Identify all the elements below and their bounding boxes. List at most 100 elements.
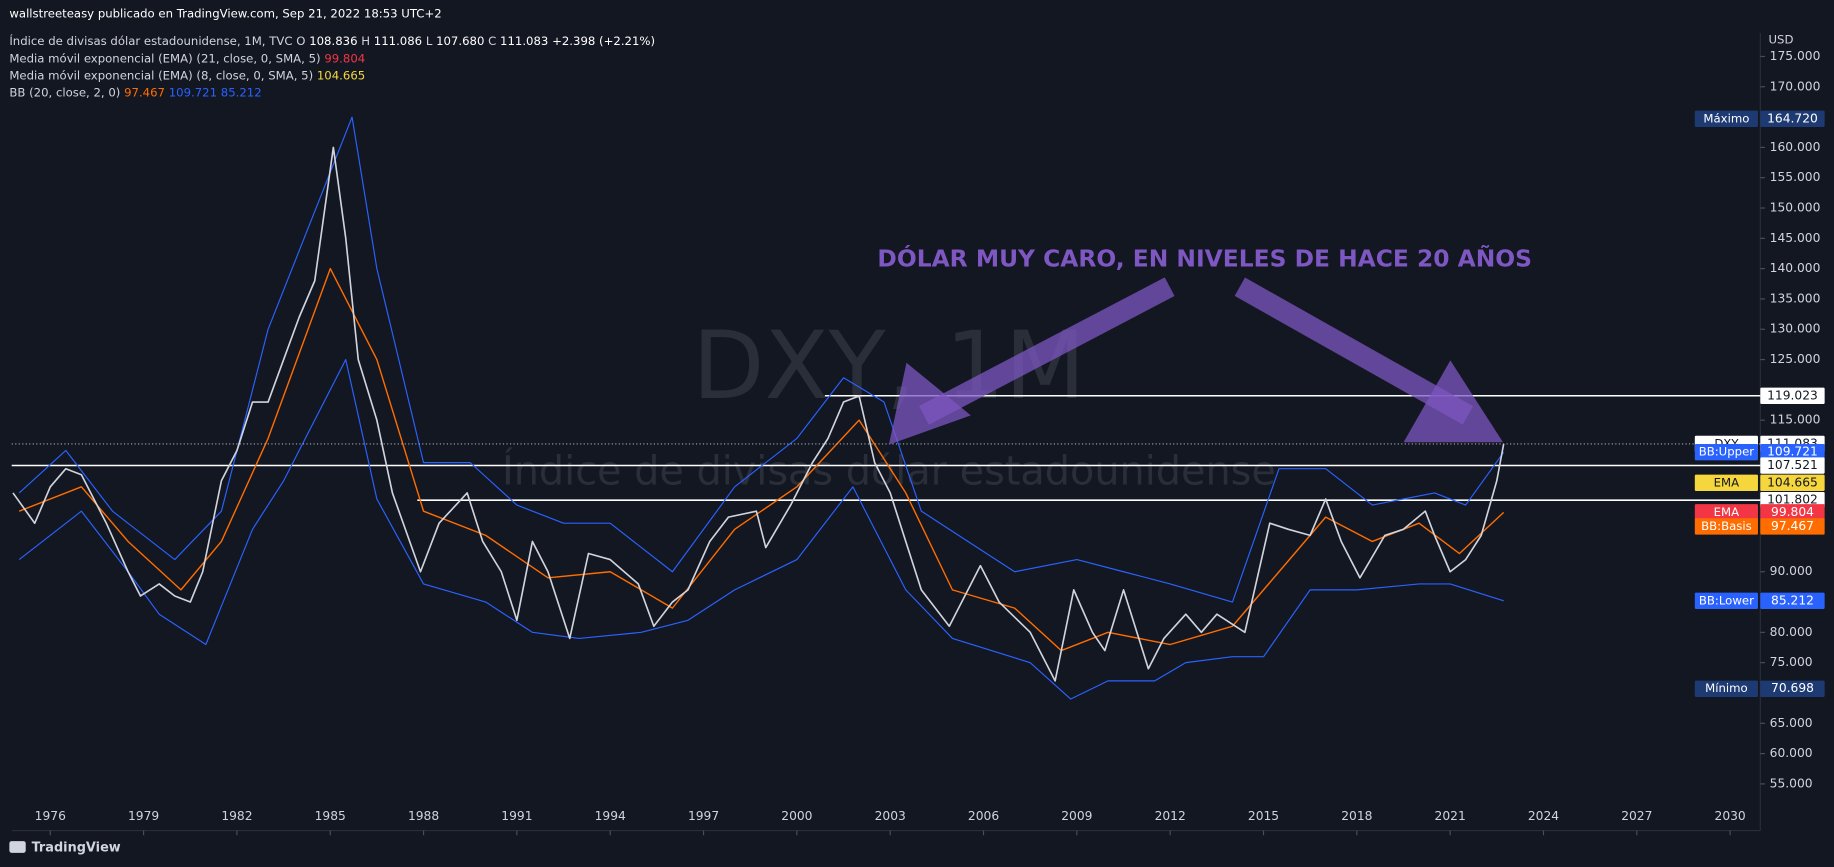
price-label-name: EMA	[1714, 475, 1739, 489]
plot-area	[11, 55, 1765, 836]
price-label-box	[1760, 110, 1825, 127]
price-label-name-box	[1694, 504, 1758, 521]
price-label-name: BB:Basis	[1701, 519, 1752, 533]
arrows	[888, 277, 1503, 445]
price-label-name-box	[1694, 680, 1758, 697]
indicator-name: Media móvil exponencial (EMA) (8, close,…	[9, 68, 313, 82]
x-tick-label: 2021	[1435, 809, 1466, 823]
price-label-name: Mínimo	[1705, 681, 1748, 695]
y-tick-label: 175.000	[1770, 49, 1821, 63]
x-tick-label: 1985	[315, 809, 346, 823]
watermark: Índice de divisas dólar estadounidense	[502, 447, 1276, 494]
symbol-line: Índice de divisas dólar estadounidense, …	[9, 33, 655, 48]
indicator-line: BB (20, close, 2, 0) 97.467 109.721 85.2…	[9, 85, 261, 99]
y-tick-label: 170.000	[1770, 79, 1821, 93]
y-tick-label: 65.000	[1770, 716, 1813, 730]
indicator-line: Media móvil exponencial (EMA) (8, close,…	[9, 68, 365, 82]
price-label-name-box	[1694, 518, 1758, 535]
x-tick-label: 2009	[1061, 809, 1092, 823]
y-tick-label: 135.000	[1770, 291, 1821, 305]
price-label-value: 85.212	[1771, 593, 1814, 607]
ohlc-value: 107.680	[436, 34, 484, 48]
legend: Índice de divisas dólar estadounidense, …	[9, 33, 655, 99]
price-label-name-box	[1694, 110, 1758, 127]
y-tick-label: 60.000	[1770, 746, 1813, 760]
price-label-name: BB:Upper	[1699, 445, 1755, 459]
price-label-value: 97.467	[1771, 519, 1814, 533]
price-label-box	[1760, 518, 1825, 535]
arrow-head	[888, 362, 971, 445]
y-tick-label: 130.000	[1770, 322, 1821, 336]
price-label-box	[1760, 443, 1825, 461]
price-label-box	[1760, 387, 1825, 404]
price-label-name-box	[1694, 592, 1758, 609]
price-label-name: Máximo	[1703, 111, 1749, 125]
indicator-value: 109.721	[169, 85, 217, 99]
price-label-value: 70.698	[1771, 681, 1814, 695]
y-tick-label: 80.000	[1770, 625, 1813, 639]
y-tick-label: 160.000	[1770, 140, 1821, 154]
ohlc-value: 111.086	[374, 34, 422, 48]
brand-logo: TradingView	[9, 841, 121, 856]
series-line	[18, 267, 1505, 652]
indicator-name: Media móvil exponencial (EMA) (21, close…	[9, 51, 320, 65]
price-label-value: 99.804	[1771, 505, 1814, 519]
price-label-box	[1760, 592, 1825, 609]
indicator-name: BB (20, close, 2, 0)	[9, 85, 120, 99]
x-tick-label: 2015	[1248, 809, 1279, 823]
x-tick-label: 1988	[408, 809, 439, 823]
price-label-name-box	[1694, 443, 1758, 461]
annotation: DÓLAR MUY CARO, EN NIVELES DE HACE 20 AÑ…	[877, 244, 1532, 272]
price-label-box	[1760, 457, 1825, 474]
x-tick-label: 2024	[1528, 809, 1559, 823]
indicator-line: Media móvil exponencial (EMA) (21, close…	[9, 51, 365, 65]
indicator-value: 97.467	[124, 85, 165, 99]
y-tick-label: 90.000	[1770, 564, 1813, 578]
y-tick-label: 75.000	[1770, 655, 1813, 669]
x-tick-label: 1997	[688, 809, 719, 823]
series-line	[12, 146, 1505, 682]
x-tick-label: 1991	[501, 809, 532, 823]
publisher: wallstreeteasy publicado en TradingView.…	[9, 7, 441, 21]
ohlc-key: O	[296, 34, 305, 48]
indicator-value: 104.665	[317, 68, 365, 82]
y-tick-label: 55.000	[1770, 776, 1813, 790]
ohlc-value: 111.083	[500, 34, 548, 48]
price-label-box	[1760, 504, 1825, 521]
ohlc-key: C	[488, 34, 496, 48]
arrow-head	[1403, 360, 1503, 443]
symbol: Índice de divisas dólar estadounidense, …	[9, 33, 292, 48]
x-tick-label: 2000	[781, 809, 812, 823]
y-tick-label: 140.000	[1770, 261, 1821, 275]
price-label-value: 119.023	[1767, 388, 1818, 402]
price-label-value: 104.665	[1767, 475, 1818, 489]
arrow-shaft	[919, 277, 1175, 425]
indicator-value: 99.804	[324, 51, 365, 65]
x-tick-label: 2027	[1621, 809, 1652, 823]
x-tick-label: 1979	[128, 809, 159, 823]
x-tick-label: 2018	[1341, 809, 1372, 823]
x-tick-label: 1994	[595, 809, 626, 823]
price-label-name: BB:Lower	[1699, 593, 1754, 607]
ohlc-key: L	[426, 34, 433, 48]
y-tick-label: 125.000	[1770, 352, 1821, 366]
series-line	[18, 358, 1504, 700]
change: +2.398 (+2.21%)	[552, 34, 655, 48]
arrow-shaft	[1234, 277, 1474, 425]
price-label-name: EMA	[1714, 505, 1739, 519]
x-tick-label: 1982	[221, 809, 252, 823]
indicator-value: 85.212	[221, 85, 262, 99]
price-label-value: 164.720	[1767, 111, 1818, 125]
x-tick-label: 2006	[968, 809, 999, 823]
price-label-value: 107.521	[1767, 458, 1818, 472]
price-label-value: 109.721	[1767, 445, 1818, 459]
logo-icon	[9, 841, 26, 853]
x-tick-label: 2003	[875, 809, 906, 823]
price-label-value: 101.802	[1767, 493, 1818, 507]
y-tick-label: 115.000	[1770, 413, 1821, 427]
series-line	[18, 116, 1505, 603]
y-tick-label: 145.000	[1770, 231, 1821, 245]
currency: USD	[1769, 32, 1794, 46]
